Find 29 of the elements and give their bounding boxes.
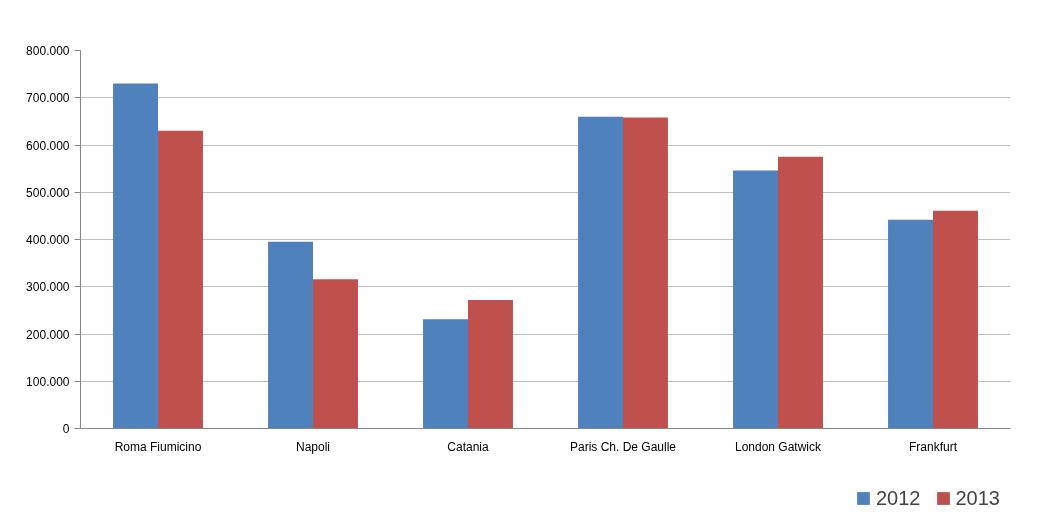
bar <box>268 241 313 429</box>
x-tick-label: Catania <box>447 439 490 454</box>
y-tick-label: 100.000 <box>26 374 70 389</box>
x-tick-label: Roma Fiumicino <box>114 439 202 454</box>
legend-label: 2013 <box>955 486 1000 510</box>
y-tick-label: 300.000 <box>26 280 70 295</box>
x-tick-label: Paris Ch. De Gaulle <box>569 439 677 454</box>
y-tick-label: 700.000 <box>26 91 70 106</box>
y-tick-label: 600.000 <box>26 138 70 153</box>
x-tick-label: Frankfurt <box>908 439 958 454</box>
bar <box>888 219 933 429</box>
x-tick-label: Napoli <box>295 439 331 454</box>
y-tick-label: 800.000 <box>26 44 70 58</box>
bar <box>933 210 978 429</box>
bar <box>113 83 158 429</box>
bar <box>468 299 513 429</box>
y-tick-label: 0 <box>62 422 70 436</box>
bar <box>733 170 778 429</box>
bar <box>778 156 823 429</box>
bar <box>313 279 358 429</box>
bar <box>158 130 203 429</box>
bar <box>623 117 668 429</box>
y-tick-label: 200.000 <box>26 327 70 342</box>
y-tick-label: 400.000 <box>26 233 70 247</box>
bar <box>423 319 468 429</box>
bar <box>578 116 623 429</box>
y-tick-label: 500.000 <box>26 185 70 200</box>
x-tick-label: London Gatwick <box>734 439 823 454</box>
legend-label: 2012 <box>876 486 921 510</box>
